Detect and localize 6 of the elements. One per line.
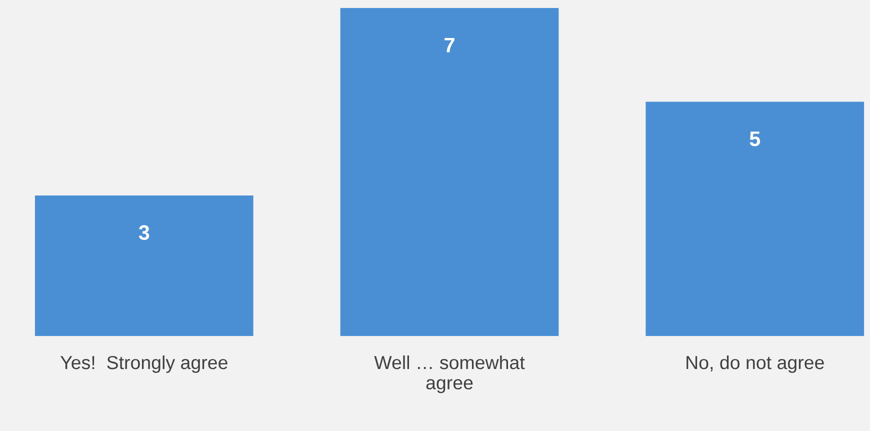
x-tick-label: No, do not agree <box>686 355 824 373</box>
data-label: 3 <box>138 225 150 240</box>
data-label: 7 <box>444 38 454 52</box>
data-label: 5 <box>750 132 760 146</box>
x-tick-label: Well … somewhat agree <box>374 355 525 394</box>
x-tick-label: Yes! Strongly agree <box>60 355 228 373</box>
